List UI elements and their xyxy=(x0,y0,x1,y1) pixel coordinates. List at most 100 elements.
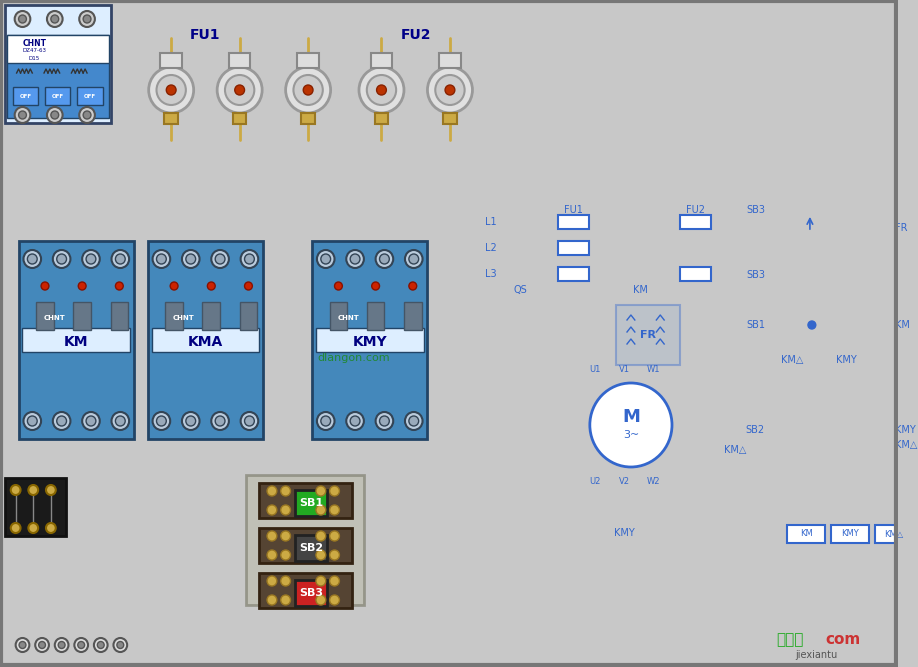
Bar xyxy=(616,305,680,365)
Circle shape xyxy=(116,282,123,290)
Bar xyxy=(316,328,423,352)
Circle shape xyxy=(15,107,30,123)
Circle shape xyxy=(330,505,340,515)
Circle shape xyxy=(117,642,124,648)
Circle shape xyxy=(285,67,330,113)
Text: L3: L3 xyxy=(486,269,497,279)
Circle shape xyxy=(405,250,422,268)
Bar xyxy=(247,475,364,605)
Bar xyxy=(259,573,353,608)
Text: KMA: KMA xyxy=(188,335,223,349)
Circle shape xyxy=(316,595,326,605)
Circle shape xyxy=(372,282,379,290)
Text: KM△: KM△ xyxy=(724,445,746,455)
Text: CHNT: CHNT xyxy=(337,315,359,321)
Circle shape xyxy=(18,111,27,119)
Bar xyxy=(229,53,251,68)
Bar xyxy=(680,267,711,281)
Bar xyxy=(6,35,108,63)
Text: SB3: SB3 xyxy=(746,205,765,215)
Bar xyxy=(375,113,388,124)
Circle shape xyxy=(57,416,66,426)
Circle shape xyxy=(379,416,389,426)
Text: KMY: KMY xyxy=(841,530,859,538)
Text: CHNT: CHNT xyxy=(22,39,46,47)
Bar xyxy=(439,53,461,68)
Circle shape xyxy=(28,523,39,533)
Circle shape xyxy=(78,642,84,648)
Circle shape xyxy=(50,111,59,119)
Bar xyxy=(680,215,711,229)
Text: SB1: SB1 xyxy=(746,320,765,330)
Bar xyxy=(164,113,178,124)
Circle shape xyxy=(55,638,69,652)
Bar xyxy=(233,113,247,124)
Text: 3~: 3~ xyxy=(622,430,639,440)
Text: SB3: SB3 xyxy=(299,588,323,598)
Circle shape xyxy=(330,550,340,560)
Circle shape xyxy=(152,412,170,430)
Text: dlangon.com: dlangon.com xyxy=(318,353,390,363)
Circle shape xyxy=(170,282,178,290)
Circle shape xyxy=(111,250,129,268)
Bar xyxy=(494,190,893,620)
Text: OFF: OFF xyxy=(84,93,96,99)
Circle shape xyxy=(78,282,86,290)
Text: SB2: SB2 xyxy=(299,543,323,553)
Text: M: M xyxy=(622,408,640,426)
Text: KMY: KMY xyxy=(614,528,634,538)
Circle shape xyxy=(58,642,65,648)
Bar xyxy=(296,580,327,606)
Circle shape xyxy=(316,505,326,515)
Circle shape xyxy=(35,638,49,652)
Circle shape xyxy=(235,85,244,95)
Bar xyxy=(110,302,129,330)
Text: KM: KM xyxy=(895,320,910,330)
Bar xyxy=(557,241,588,255)
Circle shape xyxy=(445,85,454,95)
Circle shape xyxy=(244,254,254,264)
Circle shape xyxy=(375,412,393,430)
Circle shape xyxy=(28,485,39,495)
Text: KM△: KM△ xyxy=(884,530,903,538)
Bar xyxy=(13,87,39,105)
Circle shape xyxy=(185,254,196,264)
Text: SB1: SB1 xyxy=(299,498,323,508)
Bar xyxy=(876,525,912,543)
Bar xyxy=(312,241,428,439)
Circle shape xyxy=(116,416,125,426)
Circle shape xyxy=(376,85,386,95)
Circle shape xyxy=(316,550,326,560)
Bar xyxy=(23,328,130,352)
Text: FR: FR xyxy=(640,330,655,340)
Circle shape xyxy=(281,595,290,605)
Circle shape xyxy=(303,85,313,95)
Text: L1: L1 xyxy=(486,217,497,227)
Circle shape xyxy=(267,550,277,560)
Text: KM: KM xyxy=(800,530,812,538)
Text: FU2: FU2 xyxy=(686,205,705,215)
Text: KM△: KM△ xyxy=(895,440,917,450)
Circle shape xyxy=(330,595,340,605)
Circle shape xyxy=(244,282,252,290)
Circle shape xyxy=(39,642,46,648)
Circle shape xyxy=(166,85,176,95)
Circle shape xyxy=(24,250,41,268)
Text: V1: V1 xyxy=(619,366,630,374)
Circle shape xyxy=(334,282,342,290)
Circle shape xyxy=(28,254,37,264)
Circle shape xyxy=(367,75,397,105)
Circle shape xyxy=(316,531,326,541)
Circle shape xyxy=(267,531,277,541)
Text: CHNT: CHNT xyxy=(44,315,66,321)
Circle shape xyxy=(346,412,364,430)
Circle shape xyxy=(53,250,71,268)
Circle shape xyxy=(79,107,95,123)
Text: jiexiantu: jiexiantu xyxy=(796,650,838,660)
Circle shape xyxy=(79,11,95,27)
Text: KMY: KMY xyxy=(353,335,387,349)
Circle shape xyxy=(317,250,334,268)
Circle shape xyxy=(19,642,26,648)
Circle shape xyxy=(152,250,170,268)
Bar xyxy=(404,302,421,330)
